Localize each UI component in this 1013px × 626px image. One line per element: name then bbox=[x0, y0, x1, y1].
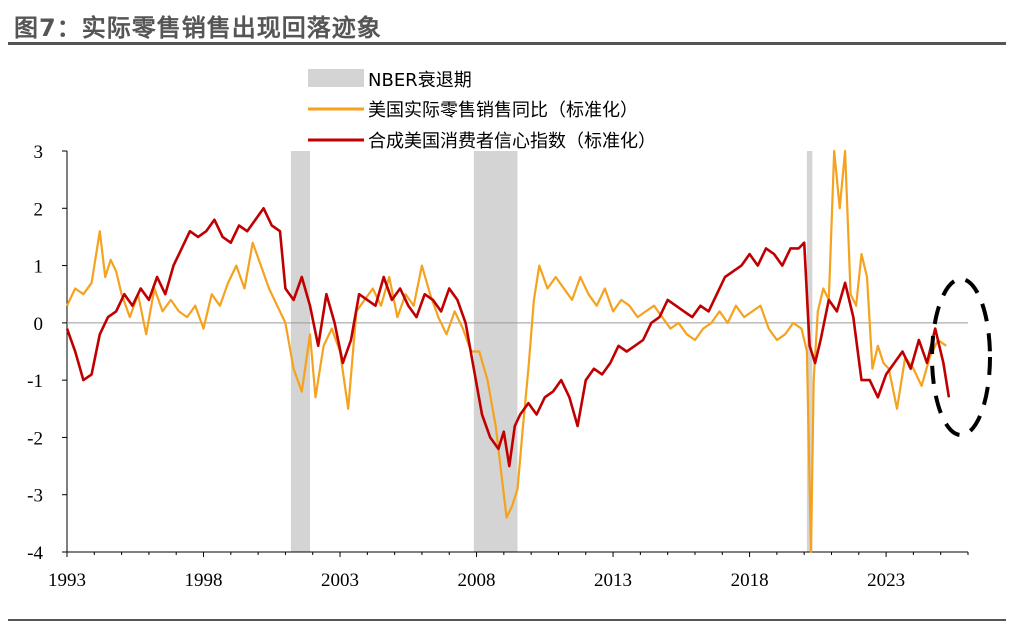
legend-label: NBER衰退期 bbox=[368, 70, 472, 91]
x-tick-label: 2013 bbox=[594, 570, 632, 591]
legend-label: 合成美国消费者信心指数（标准化） bbox=[368, 131, 656, 152]
y-tick-label: 3 bbox=[34, 142, 44, 163]
recession-bands bbox=[290, 151, 813, 552]
highlight-annotation bbox=[930, 277, 992, 437]
x-tick-label: 2018 bbox=[731, 570, 769, 591]
y-tick-label: -4 bbox=[27, 543, 43, 564]
recession-band bbox=[806, 151, 813, 552]
chart-title: 图7：实际零售销售出现回落迹象 bbox=[14, 14, 382, 42]
y-tick-label: 1 bbox=[34, 257, 44, 278]
y-tick-label: -3 bbox=[27, 486, 43, 507]
bottom-rule bbox=[8, 619, 1006, 621]
retail-sales-line bbox=[66, 149, 947, 554]
x-tick-label: 2023 bbox=[867, 570, 905, 591]
consumer-confidence-line bbox=[65, 207, 951, 468]
recession-band bbox=[290, 151, 310, 552]
y-tick-label: 2 bbox=[34, 199, 44, 220]
y-tick-label: -1 bbox=[27, 371, 43, 392]
x-tick-label: 1998 bbox=[185, 570, 223, 591]
x-tick-label: 1993 bbox=[48, 570, 86, 591]
series-lines bbox=[65, 149, 951, 554]
legend-swatch-recession bbox=[308, 69, 364, 87]
top-rule bbox=[8, 42, 1006, 45]
x-tick-label: 2008 bbox=[458, 570, 496, 591]
y-tick-label: 0 bbox=[34, 314, 44, 335]
title-bar: 图7：实际零售销售出现回落迹象 bbox=[0, 0, 1013, 46]
x-tick-label: 2003 bbox=[321, 570, 359, 591]
highlight-ellipse bbox=[930, 277, 992, 437]
recession-band bbox=[473, 151, 518, 552]
y-tick-label: -2 bbox=[27, 428, 43, 449]
legend-label: 美国实际零售销售同比（标准化） bbox=[368, 100, 638, 121]
